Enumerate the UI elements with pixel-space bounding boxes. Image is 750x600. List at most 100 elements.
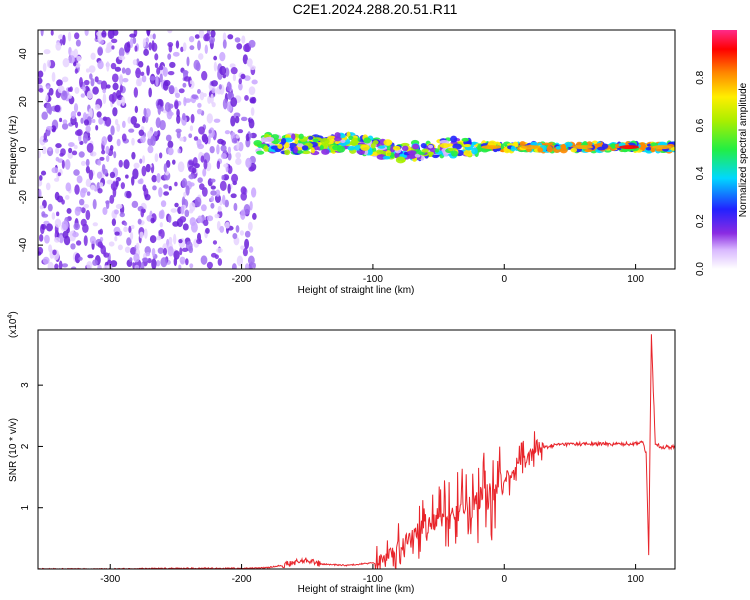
snr-ticks: -300 -200 -100 0 100 1 2 3 — [20, 382, 644, 585]
noise-speck — [241, 35, 246, 44]
noise-speck — [56, 79, 63, 87]
signal-speck — [570, 147, 578, 153]
noise-speck — [74, 184, 80, 195]
noise-speck — [97, 46, 104, 56]
noise-speck — [211, 88, 216, 94]
noise-speck — [70, 266, 77, 269]
noise-speck — [189, 80, 194, 85]
signal-speck — [414, 153, 421, 158]
signal-speck — [463, 149, 473, 157]
noise-speck — [248, 133, 253, 138]
noise-speck — [230, 67, 238, 75]
noise-speck — [114, 231, 120, 236]
noise-speck — [234, 116, 240, 124]
noise-speck — [198, 53, 204, 60]
noise-speck — [233, 112, 241, 118]
noise-speck — [111, 218, 117, 226]
noise-speck — [188, 245, 194, 254]
noise-speck — [240, 116, 248, 122]
noise-speck — [131, 176, 135, 186]
noise-speck — [146, 30, 151, 36]
noise-speck — [235, 157, 242, 166]
noise-speck — [92, 259, 98, 266]
noise-speck — [119, 84, 123, 93]
signal-speck — [363, 137, 371, 144]
signal-speck — [392, 145, 401, 151]
signal-speck — [284, 142, 290, 149]
noise-speck — [40, 30, 44, 37]
noise-speck — [201, 133, 208, 143]
noise-speck — [77, 111, 82, 117]
noise-speck — [109, 145, 114, 151]
noise-speck — [164, 102, 171, 113]
signal-speck — [407, 150, 417, 155]
y-tick-label: 3 — [20, 382, 31, 388]
noise-speck — [172, 51, 180, 57]
noise-speck — [96, 111, 102, 118]
noise-speck — [146, 65, 150, 76]
colorbar-tick-label: 0.8 — [695, 70, 706, 84]
signal-speck — [294, 137, 299, 145]
noise-speck — [189, 263, 194, 269]
noise-speck — [132, 37, 137, 45]
noise-speck — [231, 263, 237, 269]
signal-speck — [395, 156, 406, 164]
noise-speck — [219, 180, 227, 192]
noise-speck — [48, 146, 52, 152]
noise-speck — [128, 225, 132, 234]
noise-speck — [118, 47, 125, 58]
noise-speck — [114, 209, 119, 215]
signal-speck — [546, 145, 553, 153]
noise-speck — [132, 59, 138, 66]
noise-speck — [183, 76, 191, 82]
snr-frame — [37, 329, 676, 570]
signal-speck — [284, 149, 291, 156]
noise-speck — [219, 65, 227, 76]
noise-speck — [210, 185, 216, 190]
noise-speck — [175, 92, 181, 98]
noise-speck — [156, 172, 161, 184]
noise-speck — [147, 257, 152, 264]
noise-speck — [39, 205, 44, 210]
noise-speck — [249, 65, 256, 71]
noise-speck — [86, 142, 94, 153]
noise-speck — [238, 141, 244, 152]
noise-speck — [207, 95, 212, 104]
noise-speck — [152, 33, 156, 40]
noise-speck — [139, 178, 144, 185]
noise-speck — [194, 34, 200, 39]
noise-speck — [131, 151, 136, 160]
noise-speck — [142, 38, 147, 48]
noise-speck — [232, 73, 237, 82]
noise-speck — [82, 223, 89, 233]
noise-speck — [221, 174, 225, 180]
noise-speck — [54, 263, 59, 269]
noise-speck — [125, 174, 129, 179]
noise-speck — [169, 61, 176, 69]
noise-speck — [84, 30, 89, 37]
noise-speck — [163, 191, 170, 196]
noise-speck — [149, 76, 156, 81]
noise-speck — [97, 33, 103, 42]
noise-speck — [158, 210, 164, 219]
noise-speck — [80, 93, 85, 98]
signal-speck — [351, 137, 358, 143]
noise-speck — [102, 207, 108, 215]
signal-speck — [321, 148, 330, 155]
noise-speck — [154, 53, 159, 61]
signal-speck — [421, 148, 429, 153]
noise-speck — [112, 107, 118, 117]
noise-speck — [244, 238, 250, 250]
noise-speck — [46, 85, 51, 90]
noise-speck — [141, 165, 147, 177]
noise-speck — [89, 151, 97, 157]
noise-speck — [167, 30, 173, 34]
noise-speck — [129, 37, 134, 49]
noise-speck — [119, 212, 125, 218]
noise-speck — [62, 90, 67, 96]
noise-speck — [103, 252, 110, 258]
noise-speck — [100, 80, 108, 91]
signal-speck — [370, 142, 376, 149]
noise-speck — [119, 74, 124, 85]
